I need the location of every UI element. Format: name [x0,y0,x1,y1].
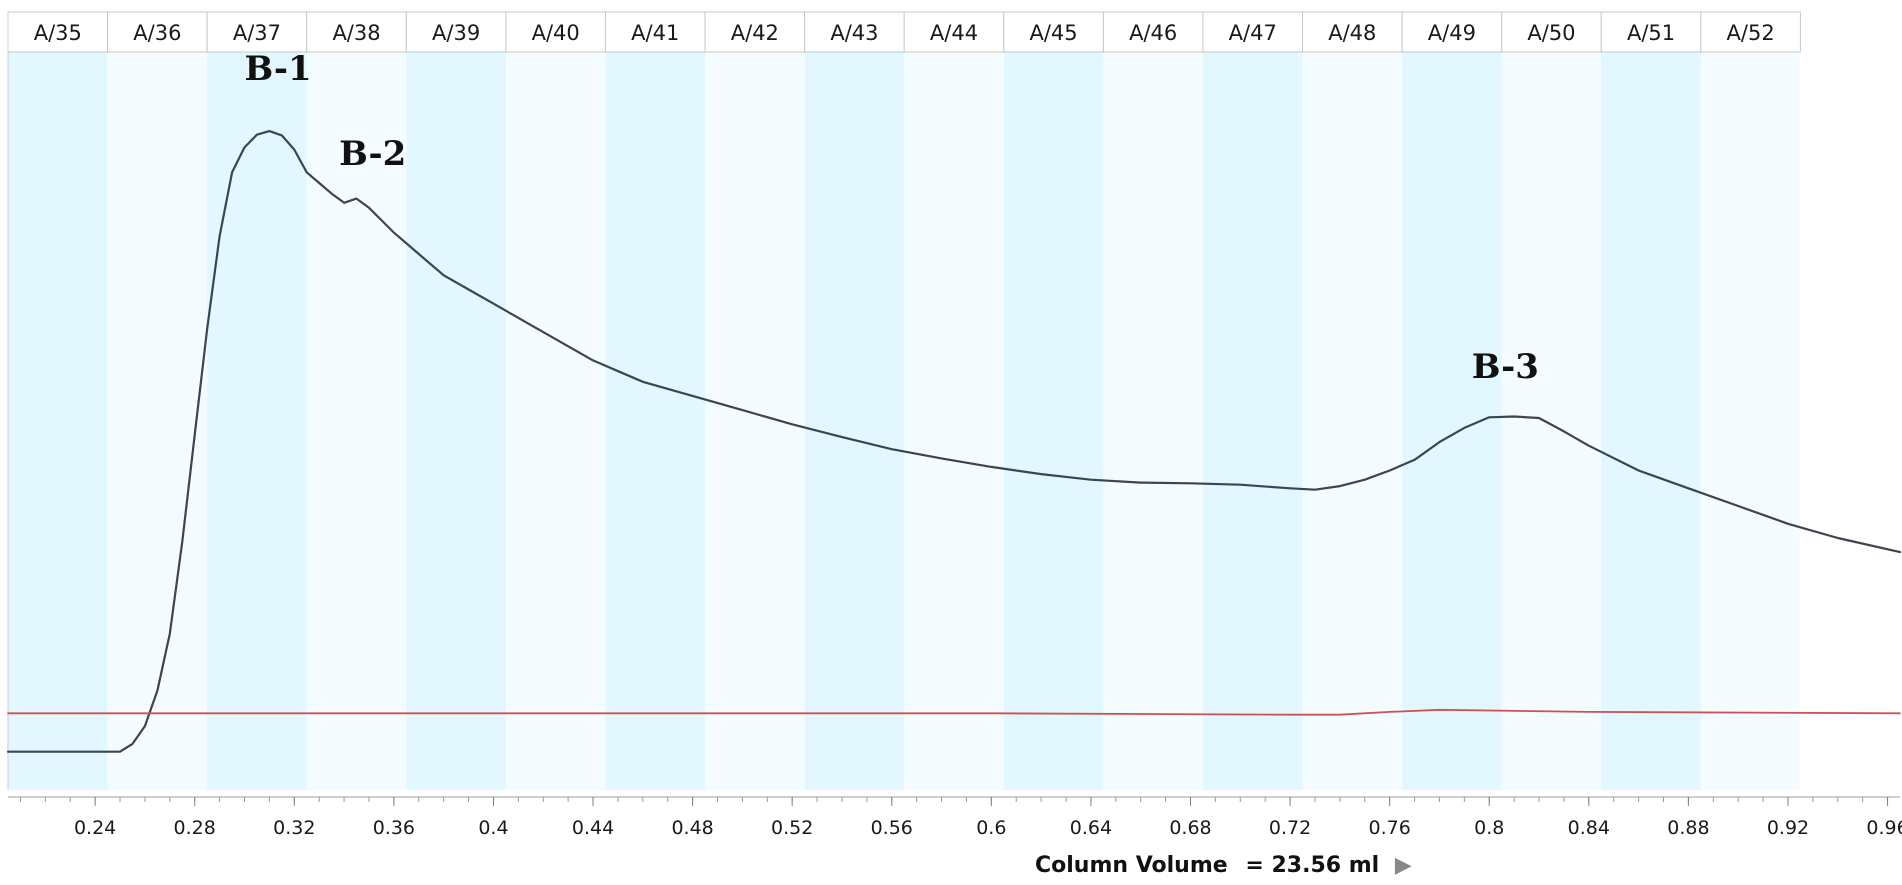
x-tick-label: 0.36 [373,817,415,839]
x-tick-label: 0.88 [1667,817,1709,839]
peak-annotation: B-3 [1472,347,1539,387]
x-tick-label: 0.4 [478,817,508,839]
fraction-header-cell [1202,11,1304,53]
fraction-label: A/47 [1229,21,1277,45]
x-axis-label-row: Column Volume = 23.56 ml ▶ [1035,852,1412,878]
fraction-header-cell [206,11,308,53]
fraction-band [505,52,606,790]
x-tick-label: 0.92 [1767,817,1809,839]
fraction-band [605,52,706,790]
fraction-band [1402,52,1502,790]
fraction-band [1003,52,1104,790]
fraction-band [1601,52,1701,790]
x-tick-label: 0.44 [572,817,614,839]
fraction-band [207,52,307,790]
fraction-header-cell [505,11,606,53]
x-tick-label: 0.76 [1369,817,1411,839]
fraction-label: A/44 [930,21,978,45]
baseline-trace-line [7,708,1901,716]
fraction-band [1202,52,1303,790]
fraction-header-cell [704,11,806,53]
x-tick-label: 0.72 [1269,817,1311,839]
fraction-header-cell [1600,11,1702,53]
x-tick-label: 0.56 [871,817,913,839]
x-axis-label-value: = 23.56 ml [1245,852,1380,878]
fraction-band [1103,52,1203,790]
fraction-label: A/51 [1627,21,1675,45]
x-tick-label: 0.8 [1474,817,1504,839]
fraction-header-cell [903,11,1005,53]
fraction-label: A/35 [34,21,82,45]
fraction-label: A/36 [133,21,181,45]
fraction-header-cell [1501,11,1602,53]
x-tick-label: 0.52 [771,817,813,839]
x-tick-label: 0.32 [273,817,315,839]
fraction-label: A/45 [1029,21,1077,45]
fraction-header-cell [804,11,905,53]
fraction-label: A/39 [432,21,480,45]
fraction-band [705,52,805,790]
fraction-label: A/50 [1527,21,1575,45]
fraction-band [804,52,905,790]
fraction-header-cell [405,11,507,53]
fraction-label: A/38 [332,21,380,45]
x-tick-label: 0.24 [74,817,116,839]
x-tick-label: 0.84 [1568,817,1610,839]
peak-annotation: B-1 [245,49,312,89]
fraction-band [406,52,506,790]
x-tick-label: 0.28 [174,817,216,839]
x-tick-label: 0.64 [1070,817,1112,839]
fraction-header-cell [1003,11,1104,53]
uv-trace-line [6,130,1902,753]
fraction-label: A/49 [1428,21,1476,45]
fraction-band [1700,52,1801,790]
play-arrow-icon[interactable]: ▶ [1394,852,1412,878]
x-tick-label: 0.48 [671,817,713,839]
fraction-header-cell [306,11,407,53]
fraction-band [8,52,108,790]
fraction-header-cell [1700,11,1801,53]
fraction-band [306,52,407,790]
x-tick-label: 0.96 [1866,817,1902,839]
fraction-header-cell [1102,11,1204,53]
fraction-header-cell [1401,11,1503,53]
fraction-band [1302,52,1403,790]
fraction-label: A/43 [830,21,878,45]
fraction-label: A/42 [731,21,779,45]
fraction-header-cell [7,11,109,53]
fraction-label: A/37 [233,21,281,45]
x-tick-label: 0.68 [1169,817,1211,839]
fraction-header-cell [1302,11,1403,53]
peak-annotation: B-2 [339,134,406,174]
fraction-label: A/46 [1129,21,1177,45]
fraction-header-cell [107,11,208,53]
fraction-label: A/48 [1328,21,1376,45]
fraction-band [904,52,1004,790]
fraction-band [1501,52,1602,790]
fraction-label: A/40 [532,21,580,45]
fraction-band [107,52,208,790]
fraction-label: A/52 [1727,21,1775,45]
fraction-label: A/41 [631,21,679,45]
x-tick-label: 0.6 [976,817,1006,839]
x-axis-label: Column Volume [1035,852,1228,878]
